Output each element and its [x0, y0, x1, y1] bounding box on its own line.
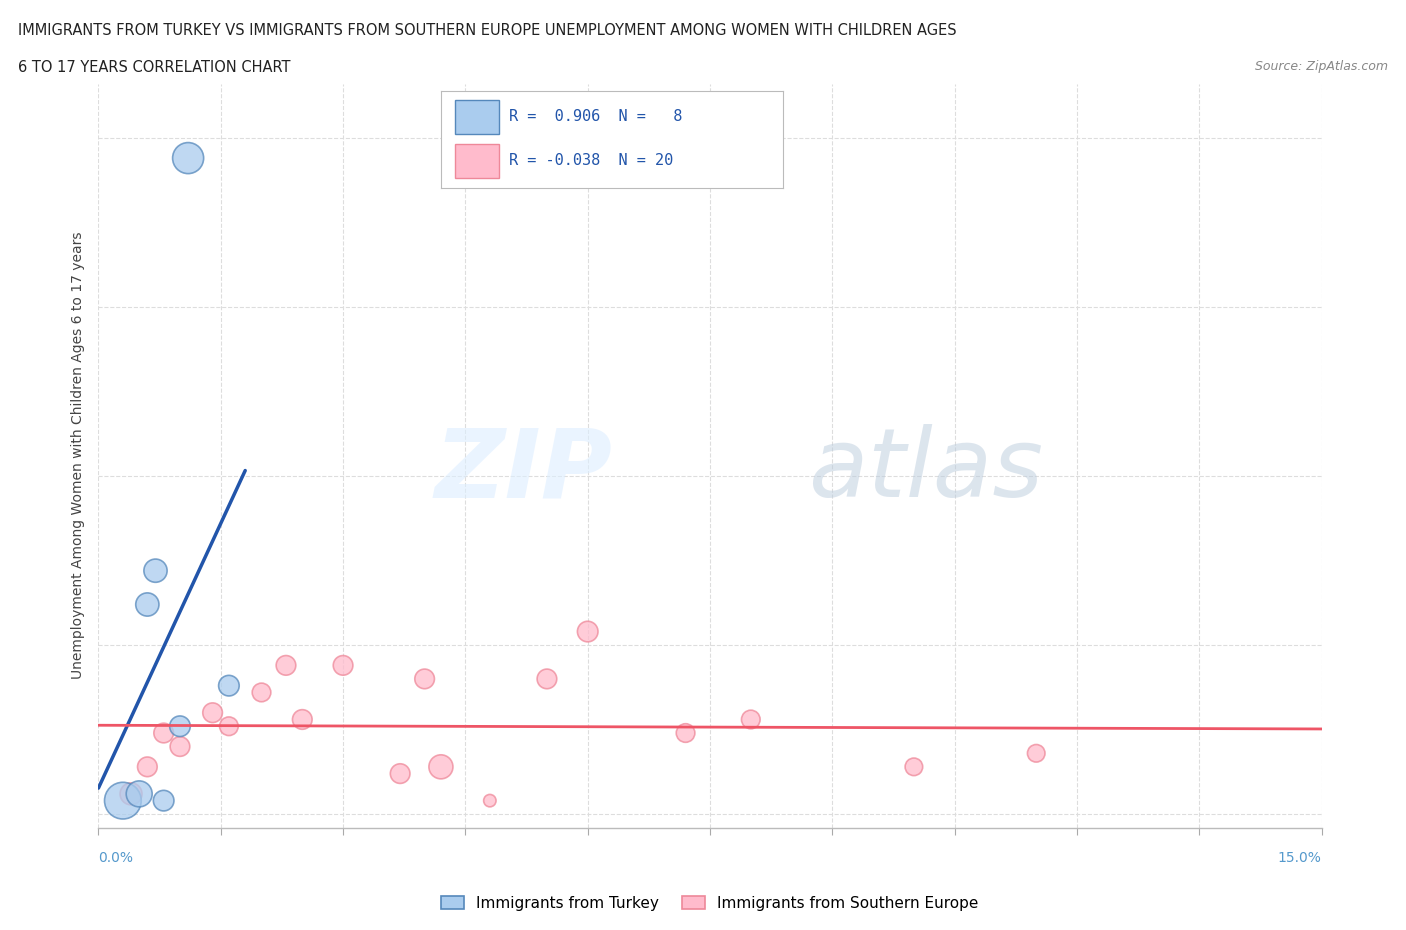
Text: 0.0%: 0.0%: [98, 851, 134, 865]
Point: [478, 793, 501, 808]
Text: IMMIGRANTS FROM TURKEY VS IMMIGRANTS FROM SOUTHERN EUROPE UNEMPLOYMENT AMONG WOM: IMMIGRANTS FROM TURKEY VS IMMIGRANTS FRO…: [18, 23, 957, 38]
Point: [430, 760, 453, 775]
Point: [136, 760, 159, 775]
Point: [536, 671, 558, 686]
Point: [576, 624, 599, 639]
Legend: Immigrants from Turkey, Immigrants from Southern Europe: Immigrants from Turkey, Immigrants from …: [436, 889, 984, 917]
Point: [740, 712, 762, 727]
Point: [1025, 746, 1047, 761]
Point: [177, 151, 200, 166]
Point: [169, 739, 191, 754]
Point: [274, 658, 297, 672]
Point: [291, 712, 314, 727]
Text: Source: ZipAtlas.com: Source: ZipAtlas.com: [1254, 60, 1388, 73]
Point: [145, 564, 167, 578]
Point: [169, 719, 191, 734]
Text: atlas: atlas: [808, 424, 1043, 517]
Text: 6 TO 17 YEARS CORRELATION CHART: 6 TO 17 YEARS CORRELATION CHART: [18, 60, 291, 75]
Point: [136, 597, 159, 612]
Point: [152, 725, 174, 740]
Point: [389, 766, 412, 781]
Point: [675, 725, 697, 740]
Point: [201, 705, 224, 720]
Y-axis label: Unemployment Among Women with Children Ages 6 to 17 years: Unemployment Among Women with Children A…: [70, 232, 84, 680]
Point: [413, 671, 436, 686]
Point: [218, 678, 240, 693]
Point: [903, 760, 925, 775]
Point: [111, 793, 134, 808]
Point: [128, 787, 150, 802]
Point: [332, 658, 354, 672]
Point: [152, 793, 174, 808]
Point: [250, 685, 273, 700]
Point: [120, 787, 142, 802]
Text: 15.0%: 15.0%: [1278, 851, 1322, 865]
Point: [218, 719, 240, 734]
Text: ZIP: ZIP: [434, 424, 612, 517]
